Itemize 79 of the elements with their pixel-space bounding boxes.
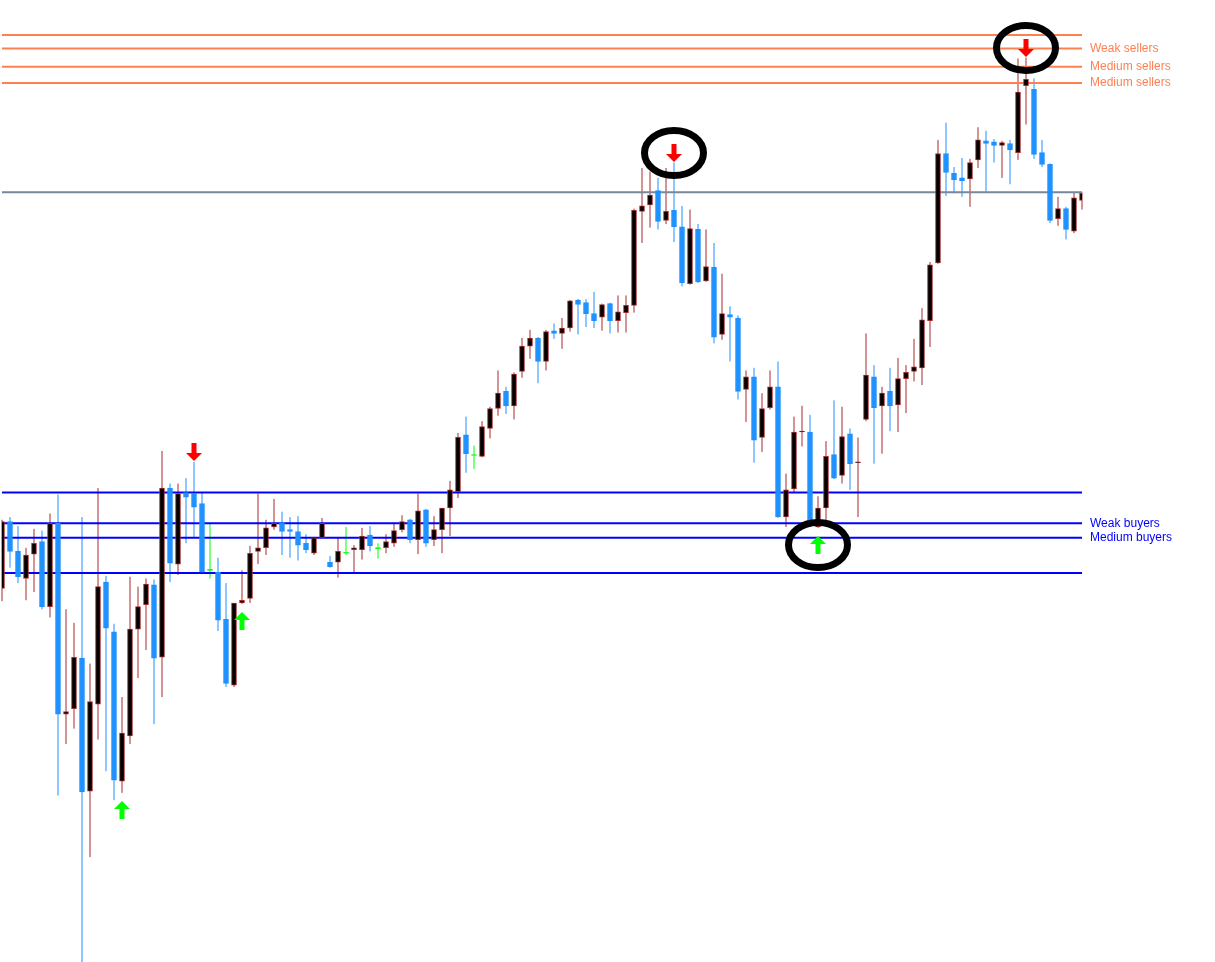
- candlestick: [639, 167, 645, 244]
- candlestick: [183, 477, 189, 544]
- candlestick: [303, 533, 309, 554]
- candlestick: [392, 521, 396, 548]
- candlestick: [24, 547, 28, 601]
- candlestick: [15, 525, 21, 584]
- candlestick: [1023, 57, 1029, 126]
- candlestick: [263, 519, 269, 556]
- candlestick: [880, 386, 884, 455]
- candlestick: [720, 273, 724, 341]
- candlestick: [1063, 206, 1069, 240]
- candlestick: [623, 294, 629, 334]
- candlestick: [744, 370, 748, 423]
- candlestick: [287, 516, 293, 559]
- candlestick: [520, 337, 524, 379]
- candlestick: [351, 544, 357, 573]
- candlestick: [359, 527, 365, 561]
- candlestick: [367, 525, 373, 552]
- candlestick: [1055, 196, 1061, 227]
- candlestick: [991, 138, 997, 164]
- candlestick: [463, 416, 469, 474]
- ref-line-label: Medium sellers: [1090, 58, 1171, 73]
- candlestick: [648, 171, 652, 229]
- candlestick: [399, 514, 405, 533]
- candlestick: [431, 515, 437, 547]
- candlestick: [591, 291, 597, 329]
- candlestick: [983, 130, 989, 192]
- candlestick: [831, 399, 837, 480]
- candlestick: [191, 461, 197, 538]
- candlestick: [136, 586, 140, 679]
- candlestick: [319, 517, 325, 539]
- candlestick: [1039, 139, 1045, 168]
- candlestick: [343, 526, 349, 556]
- candlestick: [295, 515, 301, 561]
- candlestick: [1000, 140, 1004, 179]
- candlestick: [559, 317, 565, 350]
- candlestick: [271, 498, 277, 531]
- candlestick: [671, 162, 677, 243]
- candlestick: [727, 305, 733, 362]
- candlestick: [607, 302, 613, 334]
- candlestick: [583, 298, 589, 328]
- candlestick: [327, 555, 333, 569]
- candlestick: [615, 294, 621, 334]
- candlestick: [575, 298, 581, 335]
- candlestick: [903, 364, 909, 414]
- candlestick: [527, 329, 533, 360]
- candlestick: [663, 167, 669, 225]
- candlestick: [535, 336, 541, 384]
- candlestick: [767, 370, 773, 410]
- ref-line-label: Weak buyers: [1090, 515, 1160, 530]
- candlestick: [496, 370, 500, 417]
- candlestick: [951, 166, 957, 194]
- ref-line-label: Medium buyers: [1090, 530, 1173, 545]
- candlestick: [976, 126, 980, 169]
- candlestick: [31, 528, 37, 593]
- candlestick: [911, 338, 917, 382]
- candlestick: [279, 511, 285, 556]
- candlestick: [943, 122, 949, 197]
- candlestick: [968, 158, 972, 208]
- candlestick: [448, 480, 452, 537]
- candlestick: [375, 542, 381, 560]
- candlestick: [383, 533, 389, 554]
- candlestick: [799, 405, 805, 447]
- candlestick: [64, 608, 68, 745]
- candlestick: [887, 367, 893, 432]
- candlestick: [503, 386, 509, 415]
- candlestick: [488, 406, 492, 439]
- ref-line-label: Weak sellers: [1090, 40, 1159, 55]
- candlestick: [1007, 139, 1013, 185]
- candlestick: [551, 323, 557, 340]
- candlestick: [335, 537, 341, 579]
- ref-line-label: Medium sellers: [1090, 75, 1171, 90]
- candlestick: [704, 228, 708, 283]
- candlestick: [255, 493, 261, 565]
- candlestick: [600, 303, 604, 332]
- candlestick: [855, 436, 861, 518]
- candlestick: [439, 507, 445, 554]
- candlestick: [407, 518, 413, 544]
- candlestick: [143, 578, 149, 651]
